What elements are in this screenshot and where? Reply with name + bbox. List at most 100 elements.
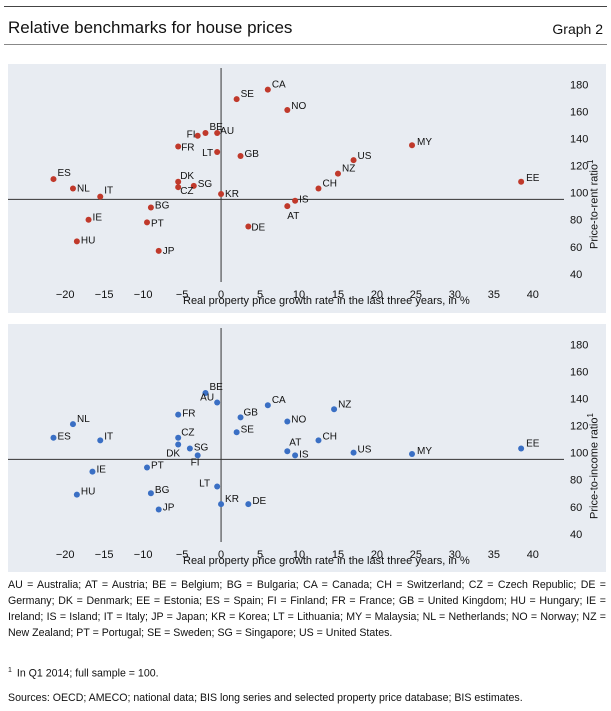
data-point-it bbox=[97, 437, 104, 444]
x-tick-label: 40 bbox=[527, 289, 539, 301]
x-axis-title: Real property price growth rate in the l… bbox=[183, 295, 470, 307]
data-point-sg bbox=[190, 182, 197, 189]
x-tick-label: 10 bbox=[293, 549, 305, 561]
x-tick-label: 35 bbox=[488, 289, 500, 301]
x-tick-label: 25 bbox=[410, 549, 422, 561]
point-label-de: DE bbox=[251, 222, 265, 233]
country-legend: AU = Australia; AT = Austria; BE = Belgi… bbox=[8, 579, 606, 639]
data-point-be bbox=[202, 390, 209, 397]
data-point-bg bbox=[147, 204, 154, 211]
y-tick-label: 180 bbox=[570, 79, 588, 91]
point-label-de: DE bbox=[252, 496, 266, 507]
point-label-my: MY bbox=[417, 137, 432, 148]
data-point-it bbox=[97, 193, 104, 200]
y-tick-label: 120 bbox=[570, 161, 588, 173]
y-tick-label: 140 bbox=[570, 393, 588, 405]
y-tick-label: 80 bbox=[570, 215, 582, 227]
data-point-no bbox=[284, 418, 291, 425]
data-point-fi bbox=[194, 452, 201, 459]
price-to-rent-panel: 40 60 80 100 120 140 160 180 −20 −15 −10 −5 0 5 10 15 20… bbox=[8, 64, 606, 313]
point-label-nz: NZ bbox=[338, 399, 351, 410]
data-point-dk bbox=[175, 178, 182, 185]
data-point-us bbox=[350, 157, 357, 164]
x-tick-label: 30 bbox=[449, 289, 461, 301]
data-point-be bbox=[202, 130, 209, 137]
data-point-hu bbox=[73, 491, 80, 498]
point-label-it: IT bbox=[104, 431, 113, 442]
price-to-income-scatter: 40 60 80 100 120 140 160 180 −20 −15 −10 −5 0 5 10 15 20… bbox=[8, 328, 588, 561]
x-tick-label: −10 bbox=[134, 549, 153, 561]
data-point-es bbox=[50, 176, 57, 183]
point-label-is: IS bbox=[299, 449, 309, 460]
x-tick-label: −5 bbox=[176, 289, 189, 301]
data-point-fi bbox=[194, 132, 201, 139]
data-point-au bbox=[214, 130, 221, 137]
x-tick-label: 5 bbox=[257, 289, 263, 301]
point-label-us: US bbox=[358, 445, 372, 456]
point-label-at: AT bbox=[289, 437, 301, 448]
data-point-ca bbox=[264, 86, 271, 93]
point-label-es: ES bbox=[57, 168, 71, 179]
x-tick-label: −15 bbox=[95, 289, 114, 301]
point-label-ee: EE bbox=[526, 439, 540, 450]
data-point-my bbox=[409, 142, 416, 149]
point-label-pt: PT bbox=[151, 461, 164, 472]
data-point-is bbox=[292, 452, 299, 459]
point-label-se: SE bbox=[241, 89, 255, 100]
data-point-is bbox=[292, 197, 299, 204]
point-label-dk: DK bbox=[166, 448, 180, 459]
x-tick-label: −20 bbox=[56, 549, 75, 561]
data-point-my bbox=[409, 450, 416, 457]
y-tick-label: 100 bbox=[570, 448, 588, 460]
point-label-be: BE bbox=[209, 122, 223, 133]
point-label-is: IS bbox=[299, 195, 309, 206]
point-label-pt: PT bbox=[151, 218, 164, 229]
point-label-be: BE bbox=[209, 382, 223, 393]
data-point-jp bbox=[155, 247, 162, 254]
point-label-jp: JP bbox=[163, 246, 175, 257]
point-label-ch: CH bbox=[322, 179, 336, 190]
point-label-au: AU bbox=[220, 126, 234, 137]
sources: Sources: OECD; AMECO; national data; BIS… bbox=[8, 692, 523, 704]
x-tick-label: 5 bbox=[257, 549, 263, 561]
title-rule bbox=[4, 44, 607, 45]
data-point-at bbox=[284, 448, 291, 455]
x-tick-label: −15 bbox=[95, 549, 114, 561]
y-tick-label: 140 bbox=[570, 133, 588, 145]
x-tick-label: −5 bbox=[176, 549, 189, 561]
data-point-ch bbox=[315, 437, 322, 444]
data-point-de bbox=[245, 223, 252, 230]
data-point-nl bbox=[69, 421, 76, 428]
data-point-bg bbox=[147, 490, 154, 497]
x-tick-label: 30 bbox=[449, 549, 461, 561]
point-label-ca: CA bbox=[272, 395, 286, 406]
x-tick-label: 10 bbox=[293, 289, 305, 301]
x-tick-label: 0 bbox=[218, 549, 224, 561]
point-label-ie: IE bbox=[96, 465, 106, 476]
top-rule bbox=[4, 6, 607, 7]
point-label-dk: DK bbox=[180, 171, 194, 182]
point-label-au: AU bbox=[200, 392, 214, 403]
data-point-sg bbox=[186, 445, 193, 452]
x-axis-title: Real property price growth rate in the l… bbox=[183, 555, 470, 567]
point-label-jp: JP bbox=[163, 502, 175, 513]
data-point-ee bbox=[518, 445, 525, 452]
point-label-se: SE bbox=[241, 424, 255, 435]
data-point-us bbox=[350, 449, 357, 456]
data-point-kr bbox=[218, 501, 225, 508]
data-point-gb bbox=[237, 153, 244, 160]
point-label-my: MY bbox=[417, 446, 432, 457]
data-point-fr bbox=[175, 411, 182, 418]
point-label-ch: CH bbox=[322, 431, 336, 442]
y-tick-label: 100 bbox=[570, 188, 588, 200]
data-point-gb bbox=[237, 414, 244, 421]
point-label-lt: LT bbox=[202, 148, 213, 159]
point-label-lt: LT bbox=[199, 478, 210, 489]
y-tick-label: 60 bbox=[570, 242, 582, 254]
point-label-es: ES bbox=[57, 432, 71, 443]
y-tick-label: 40 bbox=[570, 269, 582, 281]
price-to-rent-scatter: 40 60 80 100 120 140 160 180 −20 −15 −10 −5 0 5 10 15 20… bbox=[8, 68, 588, 301]
data-point-nz bbox=[334, 170, 341, 177]
data-point-jp bbox=[155, 506, 162, 513]
y-tick-label: 80 bbox=[570, 475, 582, 487]
